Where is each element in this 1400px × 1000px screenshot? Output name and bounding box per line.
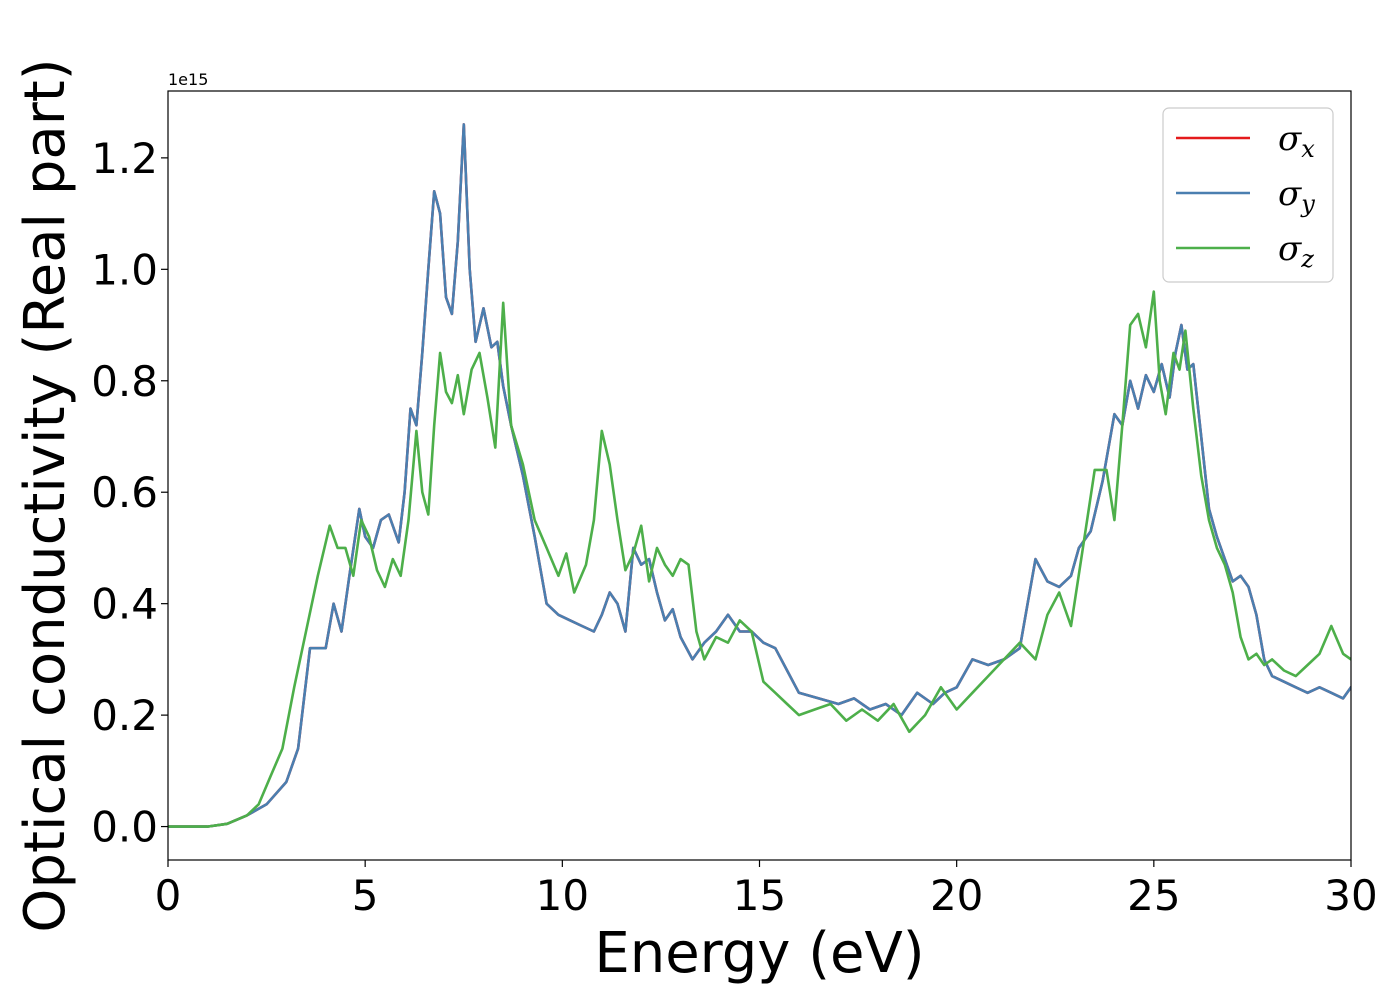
y-axis-title: Optical conductivity (Real part)	[13, 58, 78, 932]
legend-label-x: σx	[1278, 119, 1315, 163]
x-tick-label: 5	[352, 871, 379, 920]
y-tick-label: 0.2	[91, 691, 158, 740]
y-axis: 0.0 0.2 0.4 0.6 0.8 1.0 1.2	[91, 134, 168, 852]
x-tick-label: 25	[1127, 871, 1180, 920]
x-tick-label: 30	[1324, 871, 1377, 920]
series-layer	[168, 123, 1351, 828]
series-line-z	[168, 290, 1351, 828]
x-tick-label: 15	[733, 871, 786, 920]
y-tick-label: 1.2	[91, 134, 158, 183]
x-tick-label: 10	[536, 871, 589, 920]
y-tick-label: 0.4	[91, 580, 158, 629]
legend: σx σy σz	[1162, 107, 1334, 283]
y-offset-label: 1e15	[168, 70, 208, 89]
y-tick-label: 1.0	[91, 245, 158, 294]
legend-box	[1162, 107, 1334, 283]
y-tick-label: 0.0	[91, 803, 158, 852]
legend-label-y: σy	[1278, 174, 1315, 218]
x-tick-label: 0	[155, 871, 182, 920]
y-tick-label: 0.8	[91, 357, 158, 406]
x-axis-title: Energy (eV)	[594, 921, 924, 986]
y-tick-label: 0.6	[91, 468, 158, 517]
x-tick-label: 20	[930, 871, 983, 920]
series-line-y	[168, 123, 1351, 828]
x-axis: 0 5 10 15 20 25 30	[155, 860, 1378, 920]
legend-label-z: σz	[1278, 229, 1314, 273]
